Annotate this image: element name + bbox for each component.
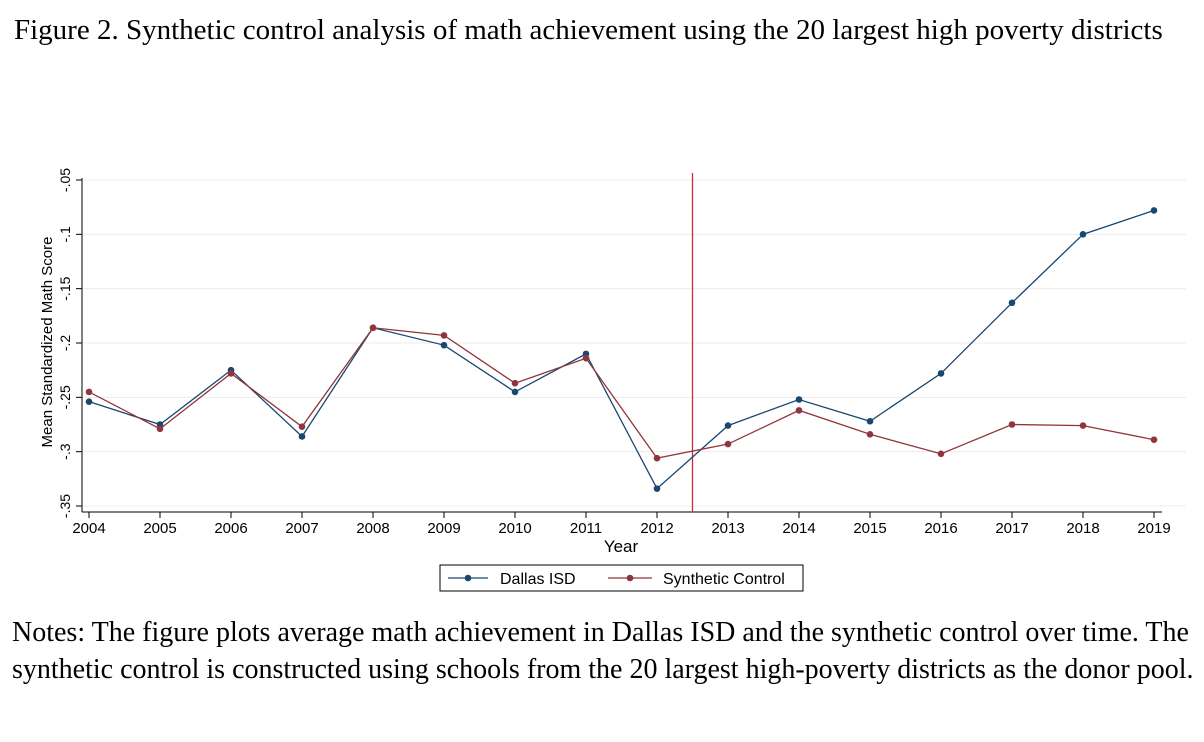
x-tick-label: 2004 <box>72 520 105 537</box>
x-tick-label: 2011 <box>570 520 602 537</box>
x-tick-label: 2005 <box>143 520 176 537</box>
x-tick-label: 2006 <box>214 520 247 537</box>
figure-notes: Notes: The figure plots average math ach… <box>12 617 1194 685</box>
line-chart: 2004 2005 2006 2007 2008 2009 2010 2011 2012 2013… <box>39 168 1186 592</box>
data-point <box>724 422 732 429</box>
x-tick-label: 2015 <box>853 520 886 537</box>
x-tick-label: 2009 <box>427 520 460 537</box>
data-point <box>866 417 874 425</box>
series-line-dallas-isd <box>88 209 1155 490</box>
y-tick-label: -.15 <box>57 276 73 300</box>
x-tick-label: 2014 <box>782 520 815 537</box>
y-tick-label: -.25 <box>57 385 73 409</box>
y-tick-label: -.2 <box>57 335 73 352</box>
y-tick-label: -.35 <box>57 494 73 518</box>
plot-area <box>85 173 1158 512</box>
data-point <box>653 454 661 462</box>
data-point <box>1008 299 1016 307</box>
series-line-synthetic-control <box>88 327 1155 459</box>
data-point <box>795 407 803 414</box>
x-tick-label: 2007 <box>285 520 318 537</box>
x-tick-label: 2010 <box>498 520 531 537</box>
legend-label: Synthetic Control <box>663 571 785 588</box>
data-point <box>440 332 448 339</box>
data-point <box>795 396 803 403</box>
data-point <box>1150 207 1158 214</box>
data-point <box>653 485 661 492</box>
data-point <box>227 370 235 377</box>
y-tick-label: -.3 <box>57 443 73 460</box>
y-axis-ticks: -.35 -.3 -.25 -.2 -.15 -.1 -.05 <box>57 168 82 518</box>
figure-caption: Figure 2. Synthetic control analysis of … <box>14 14 1163 46</box>
x-tick-label: 2019 <box>1137 520 1170 537</box>
x-tick-label: 2016 <box>924 520 957 537</box>
y-tick-label: -.05 <box>57 168 73 192</box>
x-tick-label: 2008 <box>356 520 389 537</box>
data-point <box>1079 422 1087 429</box>
data-point <box>866 430 874 438</box>
legend-swatch-marker <box>464 574 472 582</box>
y-axis-title: Mean Standardized Math Score <box>39 237 56 448</box>
data-point <box>937 370 945 377</box>
data-point <box>85 388 93 396</box>
data-point <box>1079 231 1087 238</box>
legend-swatch-marker <box>626 574 634 582</box>
data-point <box>298 433 306 440</box>
data-point <box>1008 421 1016 428</box>
data-point <box>582 354 590 362</box>
x-tick-label: 2013 <box>711 520 744 537</box>
data-point <box>298 423 306 430</box>
data-point <box>85 398 93 405</box>
data-point <box>511 388 519 396</box>
x-axis-title: Year <box>604 537 639 556</box>
x-tick-label: 2012 <box>640 520 673 537</box>
y-tick-label: -.1 <box>57 226 73 243</box>
gridlines <box>83 179 1186 507</box>
x-tick-label: 2017 <box>995 520 1028 537</box>
axes <box>81 178 1162 513</box>
legend-label: Dallas ISD <box>500 571 576 588</box>
x-axis-ticks: 2004 2005 2006 2007 2008 2009 2010 2011 2012 2013… <box>72 512 1171 537</box>
data-point <box>369 324 377 332</box>
data-point <box>156 425 164 433</box>
data-point <box>511 379 519 387</box>
x-tick-label: 2018 <box>1066 520 1099 537</box>
data-point <box>1150 436 1158 444</box>
legend: Dallas ISD Synthetic Control <box>439 564 804 592</box>
data-point <box>440 341 448 349</box>
data-point <box>724 440 732 448</box>
data-point <box>937 450 945 458</box>
